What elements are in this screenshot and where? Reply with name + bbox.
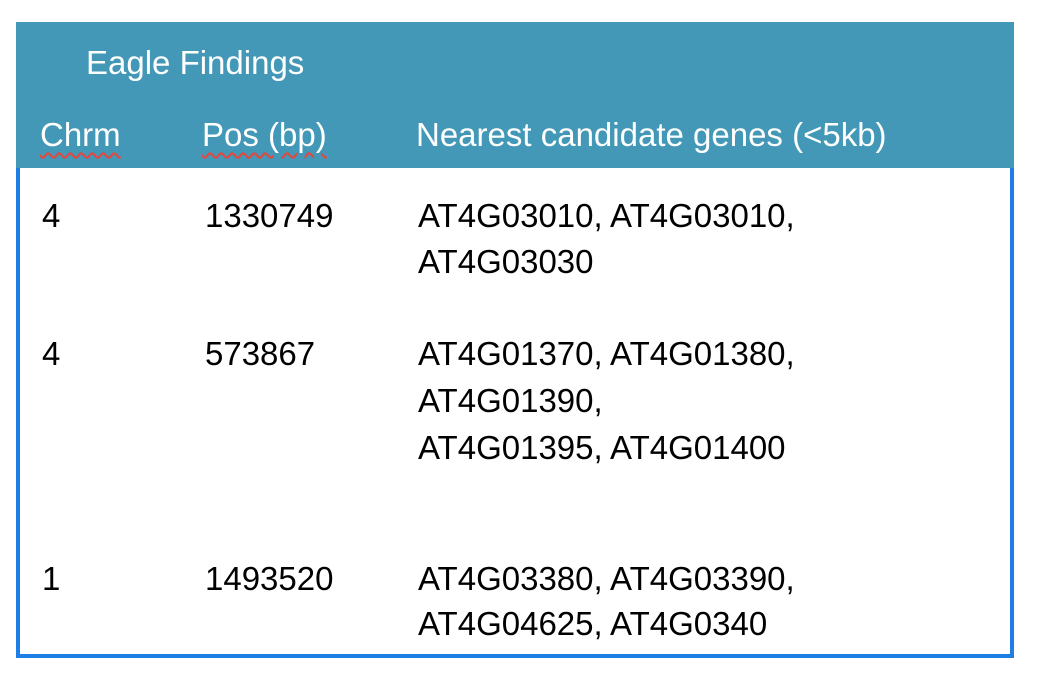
table-title: Eagle Findings xyxy=(86,44,305,81)
findings-table: Eagle Findings Chrm Pos (bp) Nearest can… xyxy=(16,22,1014,658)
row-3-genes-line-1: AT4G03380, AT4G03390, xyxy=(418,560,795,597)
row-1-pos: 1330749 xyxy=(205,197,334,234)
row-3-chrm: 1 xyxy=(42,560,61,597)
column-header-genes: Nearest candidate genes (<5kb) xyxy=(416,116,887,153)
row-2-genes-line-2: AT4G01390, xyxy=(418,382,603,419)
row-2-chrm: 4 xyxy=(42,335,61,372)
table-header: Eagle Findings Chrm Pos (bp) Nearest can… xyxy=(16,22,1014,168)
column-header-chrm: Chrm xyxy=(40,116,121,153)
row-2-pos: 573867 xyxy=(205,335,316,372)
column-header-pos: Pos (bp) xyxy=(202,116,327,154)
row-2-genes-line-3: AT4G01395, AT4G01400 xyxy=(418,429,786,466)
column-header-pos-text: Pos (bp) xyxy=(202,116,327,153)
table-body: 4 1330749 AT4G03010, AT4G03010, AT4G0303… xyxy=(16,168,1014,658)
row-1-genes-line-2: AT4G03030 xyxy=(418,243,594,280)
row-3-genes-line-2: AT4G04625, AT4G0340 xyxy=(418,605,768,642)
row-1-genes-line-1: AT4G03010, AT4G03010, xyxy=(418,197,795,234)
row-1-chrm: 4 xyxy=(42,197,61,234)
row-2-genes-line-1: AT4G01370, AT4G01380, xyxy=(418,335,795,372)
row-3-pos: 1493520 xyxy=(205,560,334,597)
